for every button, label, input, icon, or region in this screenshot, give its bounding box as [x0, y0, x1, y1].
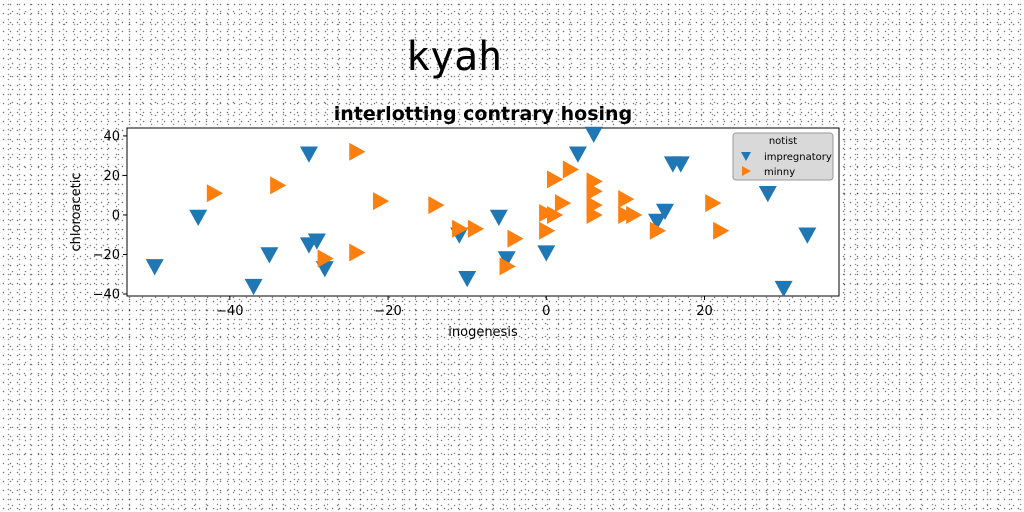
series-1-point-0 — [206, 184, 224, 203]
y-axis-label: chloroacetic — [69, 173, 84, 252]
legend-box — [732, 132, 834, 181]
series-1-point-14 — [547, 205, 564, 224]
series-0-point-6 — [307, 233, 326, 250]
series-1-point-21 — [618, 190, 635, 209]
legend-title: notist — [769, 136, 797, 147]
series-1-point-16 — [562, 160, 580, 179]
y-tick-label-1: −20 — [93, 248, 120, 263]
series-1-point-10 — [507, 229, 524, 248]
series-0-point-14 — [584, 126, 603, 143]
series-1-point-7 — [452, 219, 469, 238]
series-1-point-13 — [547, 170, 564, 189]
plot-area — [126, 127, 840, 297]
x-tick-label-2: 0 — [542, 304, 550, 319]
series-0-point-16 — [655, 203, 674, 221]
series-0-point-18 — [671, 156, 690, 173]
y-tick-label-2: 0 — [112, 208, 120, 223]
series-0-point-15 — [648, 213, 667, 230]
series-0-point-4 — [299, 146, 318, 163]
chart-title: interlotting contrary hosing — [334, 103, 632, 125]
series-0-point-12 — [537, 245, 556, 262]
series-1-point-4 — [349, 142, 366, 161]
series-1-point-5 — [372, 192, 390, 211]
series-0-point-10 — [489, 209, 508, 226]
legend-label-0: impregnatory — [764, 152, 832, 163]
series-0-point-13 — [568, 146, 587, 163]
series-1-point-24 — [649, 221, 667, 240]
x-tick-label-1: −20 — [374, 304, 401, 319]
series-1-point-20 — [586, 205, 603, 224]
series-0-point-11 — [497, 251, 516, 268]
series-1-point-6 — [428, 196, 445, 215]
series-1-point-25 — [705, 194, 722, 213]
series-0-point-20 — [774, 280, 793, 298]
series-1-point-23 — [626, 205, 643, 224]
series-0-point-21 — [798, 227, 817, 244]
figure-title: kyah — [405, 34, 503, 80]
legend: notist impregnatory minny — [732, 132, 834, 181]
series-0-point-0 — [145, 259, 164, 276]
series-1-point-8 — [467, 219, 485, 238]
legend-marker-0 — [741, 152, 751, 161]
series-1-point-26 — [713, 221, 730, 240]
x-tick-label-0: −40 — [216, 304, 243, 319]
y-tick-label-4: 40 — [103, 129, 120, 144]
series-0-point-3 — [260, 247, 279, 264]
series-1-point-2 — [317, 249, 334, 268]
x-axis: −40 −20 0 20 — [216, 296, 713, 319]
series-0-point-2 — [244, 278, 263, 296]
series-1-point-11 — [539, 221, 556, 240]
series-1-point-9 — [499, 257, 516, 276]
series-1-point-1 — [270, 176, 287, 195]
data-points — [145, 126, 817, 298]
series-0-point-1 — [189, 209, 208, 226]
legend-label-1: minny — [764, 167, 795, 178]
y-tick-label-3: 20 — [103, 169, 120, 184]
y-axis: −40 −20 0 20 40 — [93, 129, 127, 303]
series-1-point-15 — [554, 194, 572, 213]
x-axis-label: inogenesis — [448, 325, 518, 340]
legend-marker-1 — [742, 166, 751, 176]
series-1-point-3 — [349, 243, 366, 262]
y-tick-label-0: −40 — [93, 288, 120, 303]
x-tick-label-3: 20 — [696, 304, 713, 319]
series-0-point-9 — [458, 271, 477, 288]
series-1-point-18 — [586, 182, 603, 201]
series-0-point-19 — [758, 186, 777, 203]
